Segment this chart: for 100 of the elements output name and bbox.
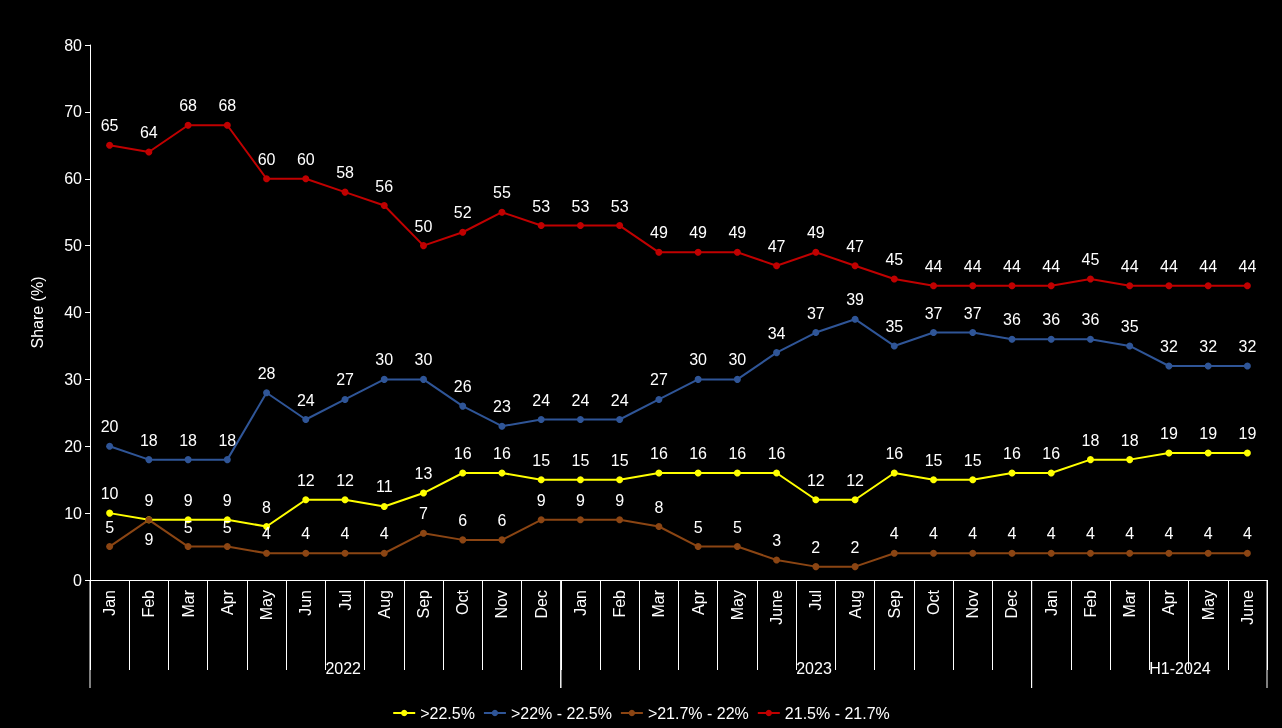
point bbox=[380, 549, 388, 557]
point bbox=[1204, 449, 1212, 457]
point bbox=[537, 416, 545, 423]
point bbox=[302, 416, 310, 423]
point bbox=[1008, 549, 1016, 557]
data-label: 4 bbox=[340, 525, 350, 543]
data-label: 16 bbox=[453, 445, 472, 462]
x-tick-label: June bbox=[768, 589, 786, 625]
y-tick-label: 60 bbox=[64, 170, 83, 188]
data-label: 18 bbox=[218, 431, 237, 449]
data-label: 5 bbox=[105, 518, 115, 536]
data-label: 44 bbox=[1238, 257, 1257, 275]
x-tick-label: Nov bbox=[964, 590, 982, 619]
point bbox=[890, 549, 898, 557]
point bbox=[1126, 342, 1134, 350]
point bbox=[263, 389, 271, 397]
point bbox=[1204, 549, 1212, 557]
data-label: 3 bbox=[772, 531, 782, 549]
point bbox=[537, 476, 545, 484]
x-tick-label: Oct bbox=[454, 589, 472, 615]
point bbox=[1165, 282, 1173, 290]
point bbox=[616, 416, 624, 423]
point bbox=[498, 208, 506, 216]
point bbox=[380, 502, 388, 510]
data-label: 20 bbox=[100, 418, 119, 436]
data-label: 53 bbox=[571, 197, 590, 215]
point bbox=[890, 275, 898, 283]
y-tick-label: 80 bbox=[64, 36, 83, 54]
data-label: 4 bbox=[301, 525, 311, 543]
data-label: 10 bbox=[100, 485, 119, 503]
text: 2022 bbox=[325, 659, 362, 677]
point bbox=[773, 349, 781, 357]
point bbox=[1243, 449, 1251, 457]
data-label: 32 bbox=[1160, 338, 1178, 355]
point bbox=[1086, 456, 1094, 464]
x-tick-label: Feb bbox=[1081, 589, 1099, 618]
data-label: 19 bbox=[1160, 424, 1178, 442]
x-tick-label: Sep bbox=[414, 589, 432, 619]
point bbox=[969, 329, 977, 337]
point bbox=[733, 543, 741, 551]
data-label: 44 bbox=[963, 257, 982, 275]
point bbox=[1243, 549, 1251, 557]
point bbox=[419, 242, 427, 250]
point bbox=[184, 121, 192, 129]
point bbox=[851, 563, 859, 571]
data-label: 18 bbox=[1120, 431, 1139, 449]
data-label: 30 bbox=[728, 351, 747, 369]
data-label: 16 bbox=[767, 445, 786, 462]
point bbox=[812, 563, 820, 571]
x-tick-label: Dec bbox=[1003, 590, 1021, 619]
point bbox=[1086, 335, 1094, 343]
point bbox=[419, 375, 427, 383]
data-label: 47 bbox=[767, 237, 786, 255]
data-label: 11 bbox=[375, 478, 393, 496]
data-label: 6 bbox=[497, 511, 507, 529]
x-tick-label: Sep bbox=[885, 589, 903, 619]
data-label: 44 bbox=[1120, 257, 1139, 275]
point bbox=[1047, 335, 1055, 343]
data-label: 35 bbox=[885, 317, 904, 335]
data-label: 60 bbox=[257, 150, 276, 168]
point bbox=[106, 543, 114, 551]
data-label: 44 bbox=[1199, 257, 1218, 275]
data-label: 58 bbox=[336, 164, 355, 182]
data-label: 32 bbox=[1199, 338, 1218, 355]
point bbox=[1008, 282, 1016, 290]
point bbox=[694, 248, 702, 256]
data-label: 16 bbox=[1042, 445, 1061, 462]
data-label: 35 bbox=[1120, 317, 1139, 335]
data-label: 9 bbox=[575, 491, 585, 509]
data-label: 9 bbox=[222, 491, 232, 509]
point bbox=[459, 469, 467, 477]
point bbox=[1165, 549, 1173, 557]
data-label: 49 bbox=[649, 224, 668, 242]
data-label: 60 bbox=[296, 150, 315, 168]
data-label: 36 bbox=[1081, 311, 1100, 329]
point bbox=[341, 496, 349, 504]
data-label: 26 bbox=[453, 378, 472, 396]
point bbox=[223, 121, 231, 129]
data-label: 4 bbox=[1242, 525, 1252, 543]
data-label: 8 bbox=[654, 498, 664, 516]
x-tick-label: Jul bbox=[807, 590, 825, 611]
point bbox=[694, 543, 702, 551]
point bbox=[223, 543, 231, 551]
point bbox=[930, 329, 938, 337]
x-tick-label: Aug bbox=[846, 590, 864, 619]
data-label: 9 bbox=[144, 491, 154, 509]
data-label: 44 bbox=[1003, 257, 1021, 275]
point bbox=[812, 496, 820, 504]
point bbox=[341, 549, 349, 557]
data-label: 36 bbox=[1003, 311, 1021, 329]
y-tick-label: 20 bbox=[64, 437, 83, 455]
data-label: 24 bbox=[296, 391, 315, 409]
point bbox=[302, 549, 310, 557]
point bbox=[969, 476, 977, 484]
x-tick-label: Feb bbox=[611, 589, 629, 618]
data-label: 65 bbox=[100, 117, 119, 135]
data-label: 6 bbox=[458, 511, 468, 529]
data-label: 16 bbox=[728, 445, 747, 462]
point bbox=[459, 536, 467, 544]
data-label: 34 bbox=[767, 324, 786, 342]
